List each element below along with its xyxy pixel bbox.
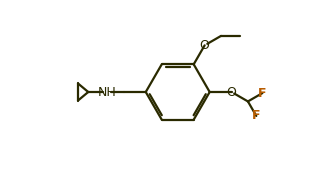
Text: F: F (258, 86, 267, 100)
Text: NH: NH (98, 86, 116, 98)
Text: F: F (252, 109, 261, 122)
Text: O: O (227, 86, 237, 98)
Text: O: O (200, 39, 210, 52)
